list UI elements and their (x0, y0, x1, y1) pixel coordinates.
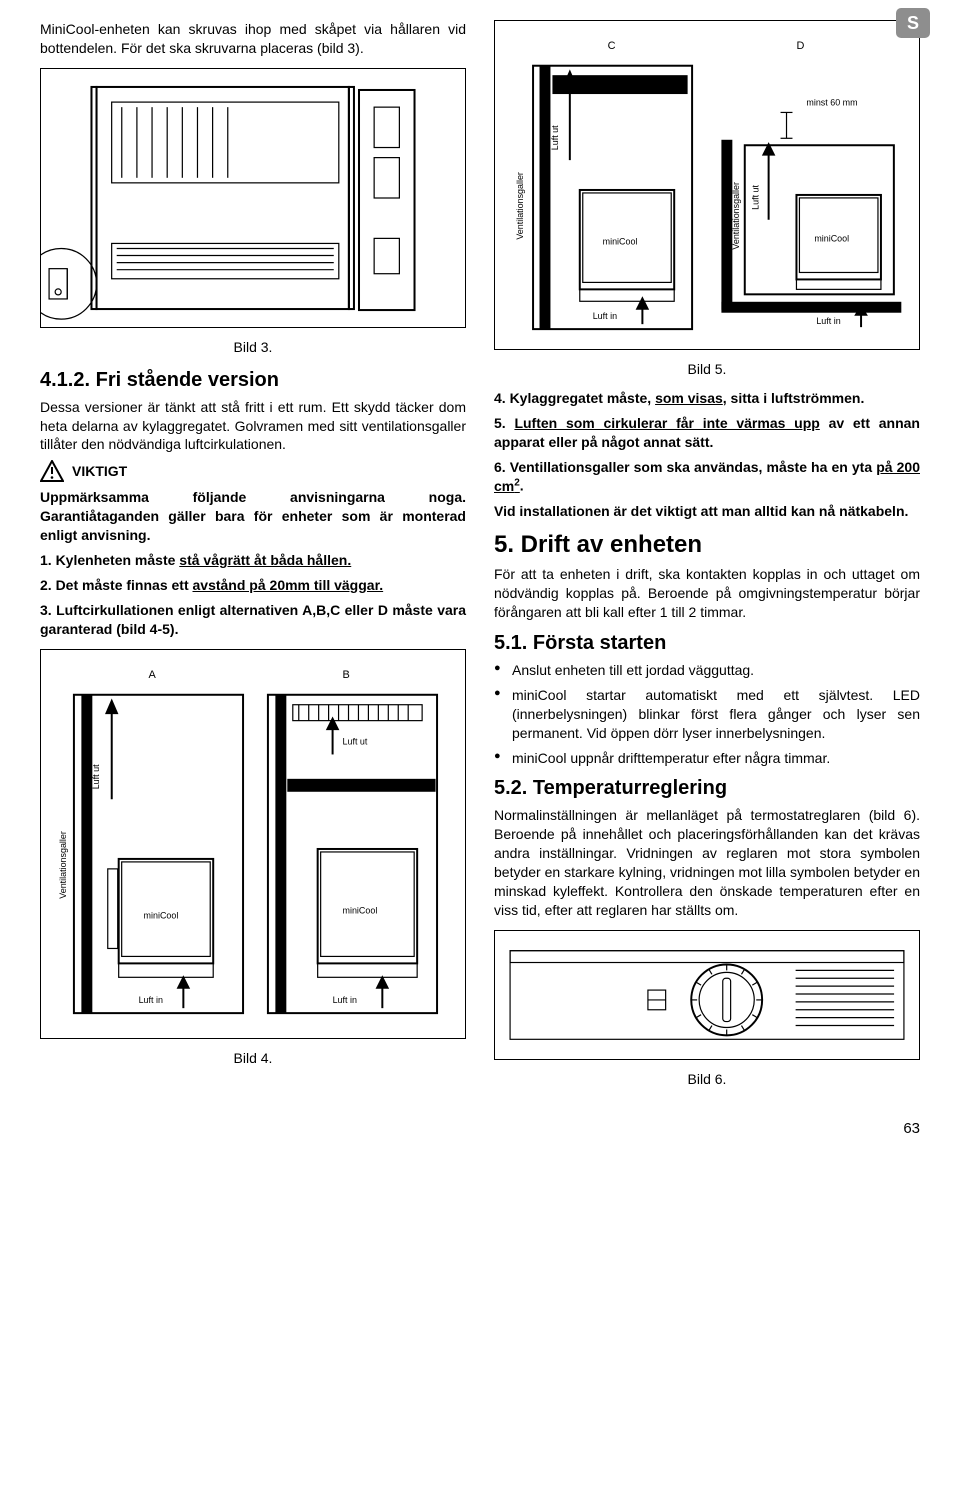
install-note: Vid installationen är det viktigt att ma… (494, 502, 920, 521)
item-5-pre: 5. (494, 415, 514, 431)
heading-5: 5. Drift av enheten (494, 529, 920, 561)
item-6-pre: 6. Ventillationsgaller som ska användas,… (494, 459, 876, 475)
right-column: C D Ventilationsgaller Luft ut miniCool … (494, 20, 920, 1099)
figure-4-caption: Bild 4. (40, 1049, 466, 1068)
item-5: 5. Luften som cirkulerar får inte värmas… (494, 414, 920, 452)
item-2-underline: avstånd på 20mm till väggar. (193, 577, 384, 593)
svg-text:Luft ut: Luft ut (751, 184, 761, 209)
important-body: Uppmärksamma följande anvisningarna noga… (40, 488, 466, 545)
two-column-layout: MiniCool-enheten kan skruvas ihop med sk… (40, 20, 920, 1099)
list-item: Anslut enheten till ett jordad vägguttag… (494, 661, 920, 680)
svg-text:B: B (343, 668, 350, 680)
figure-6 (494, 930, 920, 1060)
svg-text:A: A (149, 668, 157, 680)
figure-6-svg (495, 931, 919, 1059)
svg-text:miniCool: miniCool (814, 234, 849, 244)
heading-4-1-2: 4.1.2. Fri stående version (40, 367, 466, 394)
svg-text:Ventilationsgaller: Ventilationsgaller (58, 831, 68, 899)
svg-text:Luft ut: Luft ut (91, 763, 101, 788)
item-4-post: , sitta i luftströmmen. (723, 390, 865, 406)
item-1: 1. Kylenheten måste stå vågrätt åt båda … (40, 551, 466, 570)
item-4-pre: 4. Kylaggregatet måste, (494, 390, 655, 406)
item-4: 4. Kylaggregatet måste, som visas, sitta… (494, 389, 920, 408)
list-item: miniCool uppnår drifttemperatur efter nå… (494, 749, 920, 768)
figure-5-svg: C D Ventilationsgaller Luft ut miniCool … (495, 21, 919, 349)
figure-3 (40, 68, 466, 328)
svg-text:Luft in: Luft in (593, 311, 617, 321)
figure-3-svg (41, 69, 465, 327)
figure-4-svg: A B Ventilationsgaller Luft ut miniCool … (41, 650, 465, 1038)
item-2-pre: 2. Det måste finnas ett (40, 577, 193, 593)
warning-icon (40, 460, 64, 482)
list-item: miniCool startar automatiskt med ett sjä… (494, 686, 920, 743)
svg-text:Luft in: Luft in (816, 316, 840, 326)
figure-4: A B Ventilationsgaller Luft ut miniCool … (40, 649, 466, 1039)
svg-text:Ventilationsgaller: Ventilationsgaller (515, 172, 525, 240)
item-4-underline: som visas (655, 390, 723, 406)
item-2: 2. Det måste finnas ett avstånd på 20mm … (40, 576, 466, 595)
item-1-pre: 1. Kylenheten måste (40, 552, 179, 568)
svg-text:Luft ut: Luft ut (550, 125, 560, 150)
svg-text:Luft ut: Luft ut (343, 736, 368, 746)
svg-text:minst 60 mm: minst 60 mm (806, 97, 857, 107)
para-5: För att ta enheten i drift, ska kontakte… (494, 565, 920, 622)
svg-text:D: D (796, 40, 804, 52)
svg-text:Luft in: Luft in (333, 995, 357, 1005)
page-number: 63 (40, 1119, 920, 1139)
svg-text:miniCool: miniCool (343, 905, 378, 915)
para-4-1-2: Dessa versioner är tänkt att stå fritt i… (40, 398, 466, 455)
figure-3-caption: Bild 3. (40, 338, 466, 357)
heading-5-2: 5.2. Temperaturreglering (494, 775, 920, 802)
svg-text:Luft in: Luft in (139, 995, 163, 1005)
item-6: 6. Ventillationsgaller som ska användas,… (494, 458, 920, 496)
item-1-underline: stå vågrätt åt båda hållen. (179, 552, 351, 568)
list-5-1: Anslut enheten till ett jordad vägguttag… (494, 661, 920, 767)
para-5-2: Normalinställningen är mellanläget på te… (494, 806, 920, 919)
left-column: MiniCool-enheten kan skruvas ihop med sk… (40, 20, 466, 1099)
item-3: 3. Luftcirkullationen enligt alternative… (40, 601, 466, 639)
important-label: VIKTIGT (72, 462, 127, 481)
svg-text:Ventilationsgaller: Ventilationsgaller (731, 182, 741, 250)
figure-5-caption: Bild 5. (494, 360, 920, 379)
item-6-post: . (520, 478, 524, 494)
figure-6-caption: Bild 6. (494, 1070, 920, 1089)
svg-text:miniCool: miniCool (603, 237, 638, 247)
important-row: VIKTIGT (40, 460, 466, 482)
figure-5: C D Ventilationsgaller Luft ut miniCool … (494, 20, 920, 350)
language-tab: S (896, 8, 930, 38)
svg-text:miniCool: miniCool (144, 910, 179, 920)
svg-text:C: C (608, 40, 616, 52)
heading-5-1: 5.1. Första starten (494, 630, 920, 657)
item-5-underline: Luften som cirkulerar får inte värmas up… (514, 415, 819, 431)
intro-paragraph: MiniCool-enheten kan skruvas ihop med sk… (40, 20, 466, 58)
